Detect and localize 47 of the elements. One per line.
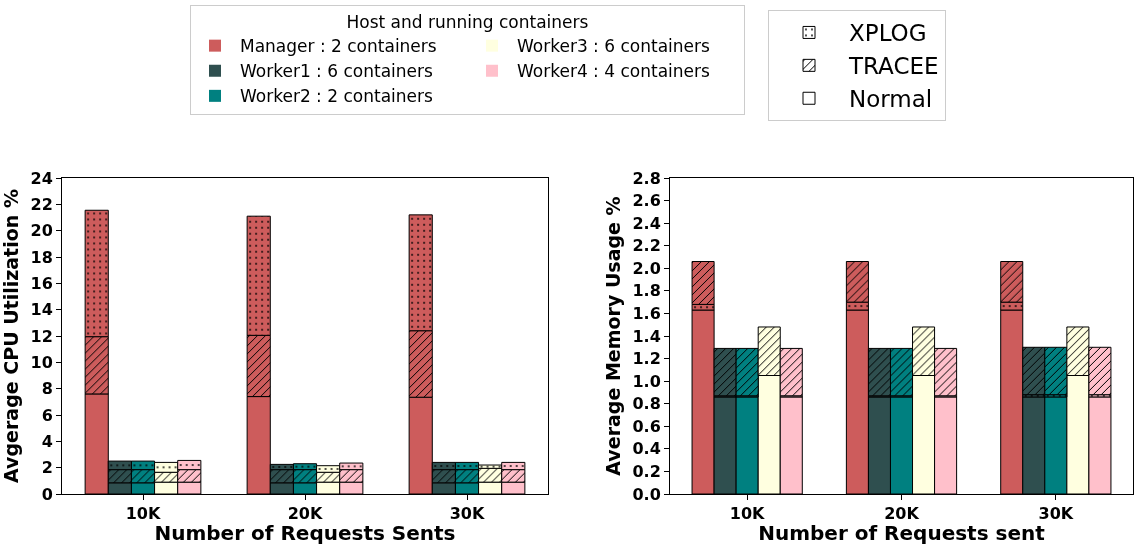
y-tick-label: 0.4 [632, 439, 661, 459]
y-tick-label: 0 [41, 484, 53, 504]
y-tick-label: 16 [30, 273, 53, 293]
y-tick-label: 0.2 [632, 462, 661, 482]
y-tick-label: 24 [30, 168, 53, 188]
y-tick-label: 1.0 [632, 371, 661, 391]
x-tick-label: 30K [449, 504, 485, 524]
x-tick-label: 10K [125, 504, 161, 524]
y-tick-label: 1.6 [632, 304, 661, 324]
legend-label: Manager : 2 containers [240, 36, 437, 57]
y-tick-label: 0.8 [632, 394, 661, 414]
y-tick-label: 10 [30, 352, 53, 372]
x-tick-label: 10K [729, 504, 766, 524]
legend-label: Worker4 : 4 containers [517, 61, 711, 82]
legend-label: Worker1 : 6 containers [240, 61, 434, 82]
y-tick-label: 0.0 [632, 484, 661, 504]
y-tick-label: 2.2 [632, 236, 661, 256]
legend-label: Normal [849, 86, 933, 113]
y-tick-label: 22 [30, 194, 53, 214]
legend-label: TRACEE [848, 53, 939, 80]
x-tick-label: 30K [1038, 504, 1074, 524]
y-tick-label: 1.4 [632, 326, 661, 346]
y-tick-label: 8 [41, 379, 53, 399]
y-tick-label: 2.4 [632, 213, 661, 233]
legend-label: Worker3 : 6 containers [517, 36, 711, 57]
y-tick-label: 1.2 [632, 349, 661, 369]
legend-title: Host and running containers [346, 12, 589, 33]
x-axis-title: Number of Requests sent [758, 521, 1046, 545]
y-tick-label: 2.0 [632, 258, 661, 278]
y-tick-label: 14 [30, 300, 53, 320]
y-tick-label: 4 [41, 431, 53, 451]
y-tick-label: 0.6 [632, 416, 661, 436]
x-tick-label: 20K [287, 504, 323, 524]
y-tick-label: 2.6 [632, 191, 661, 211]
y-tick-label: 2.8 [632, 168, 661, 188]
y-axis-title: Average Memory Usage % [602, 196, 625, 476]
y-tick-label: 1.8 [632, 281, 661, 301]
y-axis-title: Avgerage CPU Utilization % [0, 189, 23, 483]
y-tick-label: 2 [41, 458, 53, 478]
legend-label: XPLOG [849, 20, 927, 47]
y-tick-label: 6 [41, 405, 53, 425]
y-tick-label: 12 [30, 326, 53, 346]
y-tick-label: 20 [30, 221, 53, 241]
x-tick-label: 20K [884, 504, 920, 524]
y-tick-label: 18 [30, 247, 53, 267]
x-axis-title: Number of Requests Sents [154, 521, 456, 545]
legend-label: Worker2 : 2 containers [240, 86, 434, 107]
